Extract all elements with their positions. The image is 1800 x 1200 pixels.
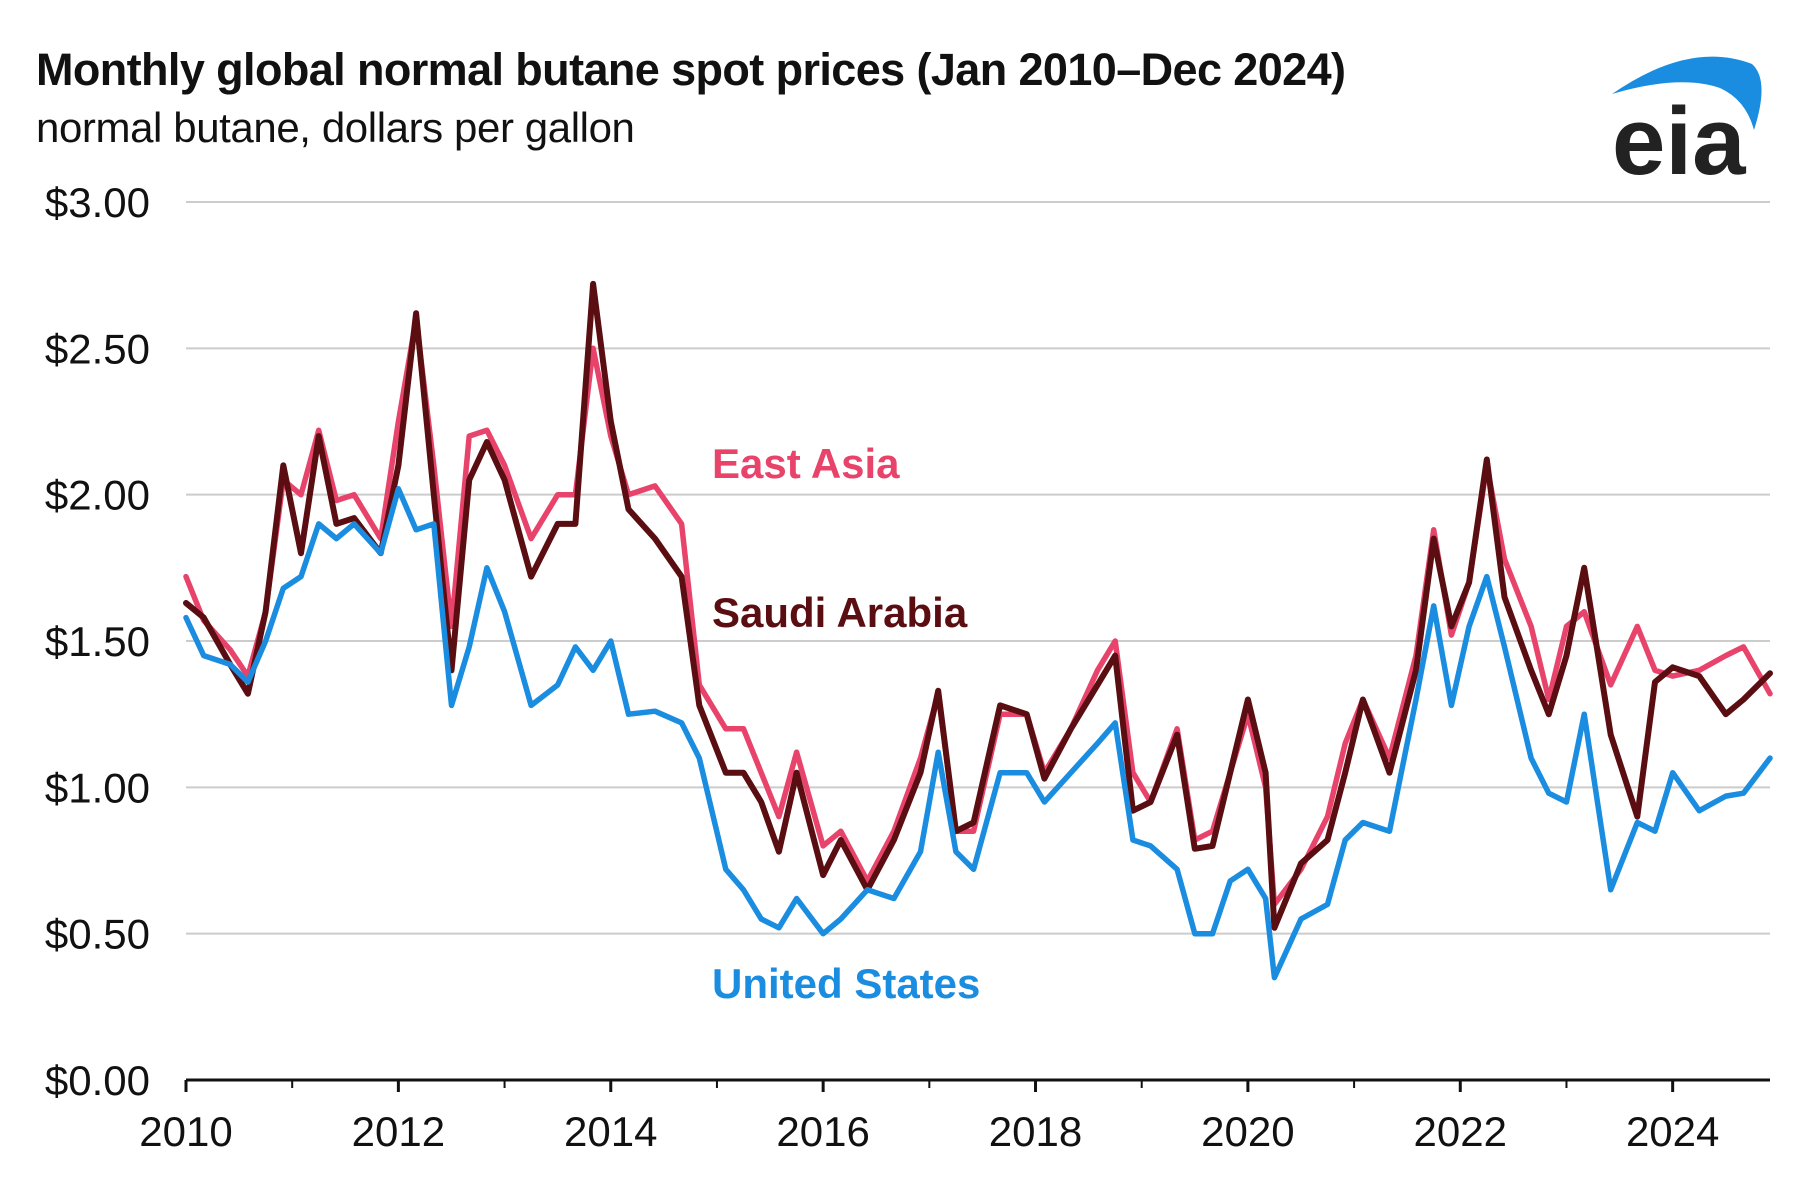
y-axis-tick-labels: $0.00 $0.50 $1.00 $1.50 $2.00 $2.50 $3.00 [45, 179, 150, 1104]
x-tick-label: 2020 [1201, 1108, 1294, 1155]
eia-logo-arc [1612, 56, 1762, 130]
series-label-saudi-arabia: Saudi Arabia [712, 589, 968, 636]
eia-logo-text: eia [1612, 88, 1746, 195]
eia-logo: eia [1612, 56, 1762, 195]
chart-subtitle: normal butane, dollars per gallon [36, 104, 635, 151]
series-line-united-states [183, 486, 1773, 981]
chart-title: Monthly global normal butane spot prices… [36, 44, 1346, 95]
y-tick-label: $2.00 [45, 472, 150, 519]
y-tick-label: $3.00 [45, 179, 150, 226]
y-tick-label: $1.00 [45, 764, 150, 811]
x-tick-label: 2024 [1626, 1108, 1719, 1155]
y-tick-label: $0.00 [45, 1057, 150, 1104]
series-labels: East Asia Saudi Arabia United States [712, 440, 980, 1007]
x-tick-label: 2012 [352, 1108, 445, 1155]
x-tick-label: 2014 [564, 1108, 657, 1155]
x-tick-label: 2016 [776, 1108, 869, 1155]
series-line-saudi-arabia [183, 280, 1773, 931]
x-axis: 2010 2012 2014 2016 2018 2020 2022 2024 [139, 1078, 1770, 1155]
x-tick-label: 2018 [989, 1108, 1082, 1155]
y-tick-label: $0.50 [45, 911, 150, 958]
y-tick-label: $1.50 [45, 618, 150, 665]
series-lines [183, 280, 1773, 981]
series-label-united-states: United States [712, 960, 980, 1007]
y-tick-label: $2.50 [45, 325, 150, 372]
x-tick-label: 2010 [139, 1108, 232, 1155]
x-tick-label: 2022 [1414, 1108, 1507, 1155]
gridlines [186, 201, 1770, 935]
series-label-east-asia: East Asia [712, 440, 900, 487]
